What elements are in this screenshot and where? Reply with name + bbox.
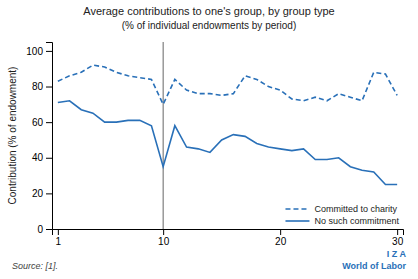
x-tick-label: 30: [392, 236, 404, 247]
line: [58, 101, 397, 185]
y-tick-mark: [46, 87, 52, 88]
x-tick: 20: [275, 229, 287, 247]
x-tick-mark: [280, 229, 281, 235]
x-tick-label: 20: [275, 236, 287, 247]
y-tick-label: 40: [32, 152, 44, 163]
x-tick-mark: [163, 229, 164, 235]
annotation: I Z A: [387, 249, 407, 259]
y-tick: 20: [32, 188, 52, 199]
y-tick-label: 100: [26, 46, 43, 57]
y-axis: 0 20 40 60 80 100: [26, 43, 52, 235]
y-tick-mark: [46, 122, 52, 123]
y-tick: 60: [32, 117, 52, 128]
annotation: World of Labor: [342, 261, 406, 271]
y-tick-label: 0: [37, 224, 43, 235]
legend-item: Committed to charity: [285, 204, 397, 214]
x-tick: 30: [392, 229, 404, 247]
y-tick: 100: [26, 46, 52, 57]
legend-label: No such commitment: [314, 216, 399, 226]
x-tick: 10: [158, 229, 170, 247]
x-tick-label: 1: [56, 236, 62, 247]
x-tick: 1: [56, 229, 62, 247]
y-tick-mark: [46, 51, 52, 52]
plot-area: 1 10 20 30 0 20 40 60 80 100 Contribution (% of en…: [7, 42, 404, 247]
y-tick-mark: [46, 193, 52, 194]
source: Source: [1].: [12, 261, 58, 271]
x-axis: 1 10 20 30: [53, 229, 404, 247]
y-tick: 40: [32, 152, 52, 163]
legend-swatch: [285, 220, 309, 222]
x-tick-label: 10: [158, 236, 170, 247]
y-tick: 80: [32, 81, 52, 92]
y-tick-label: 20: [32, 188, 44, 199]
x-tick-mark: [397, 229, 398, 235]
legend: Committed to charity No such commitment: [285, 204, 399, 226]
y-tick-mark: [46, 158, 52, 159]
y-axis-title: Contribution (% of endowment): [7, 67, 18, 205]
chart: Average contributions to one's group, by…: [0, 0, 418, 279]
subtitle: (% of individual endowments by period): [122, 20, 297, 31]
marks: [58, 42, 397, 229]
y-tick-label: 80: [32, 81, 44, 92]
x-axis-line: [53, 230, 404, 236]
y-tick-mark: [46, 229, 52, 230]
reference-line: [163, 42, 164, 229]
legend-label: Committed to charity: [314, 204, 397, 214]
line: [58, 65, 397, 104]
y-tick-label: 60: [32, 117, 44, 128]
x-tick-mark: [58, 229, 59, 235]
legend-swatch: [285, 208, 309, 210]
y-axis-line: [46, 43, 53, 230]
y-tick: 0: [37, 224, 52, 235]
legend-item: No such commitment: [285, 216, 399, 226]
title: Average contributions to one's group, by…: [83, 5, 334, 17]
